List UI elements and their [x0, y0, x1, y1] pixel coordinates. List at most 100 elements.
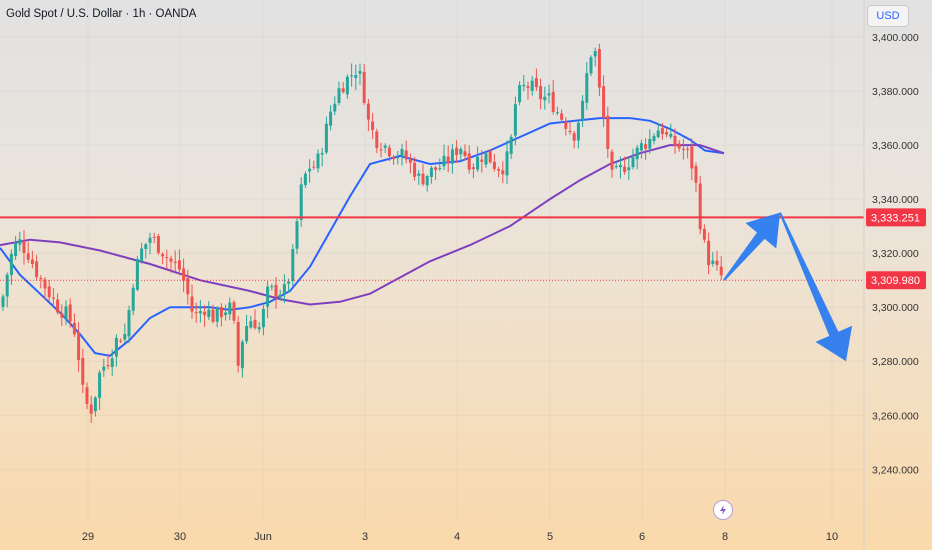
candle-body	[660, 128, 664, 135]
candle-body	[152, 236, 156, 238]
candle-body	[261, 308, 265, 328]
lightning-icon[interactable]	[713, 500, 733, 520]
price-axis: 3,400.000 3,380.000 3,360.000 3,340.000 3,32…	[872, 32, 919, 476]
candle-body	[77, 332, 81, 360]
candle-body	[677, 143, 681, 149]
candle-body	[51, 297, 55, 299]
candle-body	[366, 103, 370, 120]
candle-body	[198, 311, 202, 314]
candle-body	[211, 309, 215, 322]
candle-body	[501, 170, 505, 175]
candle-body	[383, 145, 387, 148]
candle-body	[476, 156, 480, 170]
candle-body	[627, 167, 631, 171]
x-tick-label: Jun	[254, 531, 272, 543]
candle-body	[144, 244, 148, 250]
candle-body	[219, 307, 223, 318]
candle-body	[631, 157, 635, 168]
candle-body	[131, 287, 135, 311]
candle-body	[711, 260, 715, 264]
candle-body	[665, 131, 669, 135]
candle-body	[114, 338, 118, 357]
candle-body	[135, 258, 139, 290]
candle-body	[350, 75, 354, 77]
candle-body	[337, 88, 341, 103]
candle-body	[681, 148, 685, 150]
candle-body	[707, 240, 711, 266]
candle-body	[568, 131, 572, 133]
candle-body	[652, 135, 656, 141]
x-tick-label: 8	[722, 531, 728, 543]
candle-body	[102, 366, 106, 371]
candle-body	[60, 312, 64, 318]
candles	[1, 43, 723, 424]
x-tick-label: 3	[362, 531, 368, 543]
candle-body	[329, 111, 333, 126]
x-tick-label: 29	[82, 531, 94, 543]
candle-body	[606, 115, 610, 149]
candle-body	[635, 147, 639, 160]
candle-body	[484, 153, 488, 165]
candle-body	[543, 96, 547, 101]
candle-body	[333, 103, 337, 112]
candle-body	[715, 260, 719, 265]
candle-body	[618, 165, 622, 168]
y-tick-label: 3,240.000	[872, 464, 919, 476]
candle-body	[324, 123, 328, 153]
candle-body	[253, 319, 257, 329]
candle-body	[35, 261, 39, 278]
candle-body	[316, 153, 320, 169]
grid	[0, 36, 864, 470]
currency-button[interactable]: USD	[867, 5, 909, 27]
x-tick-label: 4	[454, 531, 460, 543]
candle-body	[68, 304, 72, 322]
candle-body	[371, 121, 375, 131]
candle-body	[249, 321, 253, 328]
candle-body	[312, 166, 316, 168]
y-tick-label: 3,340.000	[872, 194, 919, 206]
candle-body	[434, 167, 438, 170]
candle-body	[9, 253, 13, 276]
candle-body	[522, 84, 526, 87]
candle-body	[169, 258, 173, 262]
price-tag-label: 3,333.251	[871, 212, 920, 224]
x-tick-label: 6	[639, 531, 645, 543]
candle-body	[148, 237, 152, 243]
candle-body	[673, 135, 677, 146]
candle-body	[656, 130, 660, 138]
candle-body	[358, 70, 362, 74]
candle-body	[698, 183, 702, 230]
candle-body	[190, 296, 194, 312]
candle-body	[392, 157, 396, 160]
y-tick-label: 3,380.000	[872, 86, 919, 98]
candle-body	[438, 167, 442, 169]
candle-body	[614, 165, 618, 168]
candle-body	[186, 278, 190, 295]
candle-body	[14, 242, 18, 257]
candle-body	[379, 149, 383, 151]
candle-body	[564, 121, 568, 129]
candle-body	[173, 261, 177, 263]
candle-body	[450, 149, 454, 164]
x-tick-label: 5	[547, 531, 553, 543]
candle-body	[375, 131, 379, 149]
candle-body	[417, 173, 421, 176]
candle-body	[89, 404, 93, 414]
candle-body	[320, 153, 324, 155]
time-axis: 29 30 Jun 3 4 5 6 8 10	[82, 531, 838, 543]
candle-body	[387, 147, 391, 157]
candle-body	[639, 143, 643, 151]
candle-body	[530, 80, 534, 91]
candle-body	[215, 307, 219, 322]
candle-body	[165, 257, 169, 259]
candle-body	[72, 322, 76, 335]
candle-body	[308, 168, 312, 172]
candle-body	[98, 372, 102, 398]
y-tick-label: 3,280.000	[872, 356, 919, 368]
candle-body	[274, 284, 278, 297]
candle-body	[56, 299, 60, 313]
candle-body	[236, 321, 240, 366]
candle-body	[459, 149, 463, 155]
candle-body	[39, 278, 43, 280]
